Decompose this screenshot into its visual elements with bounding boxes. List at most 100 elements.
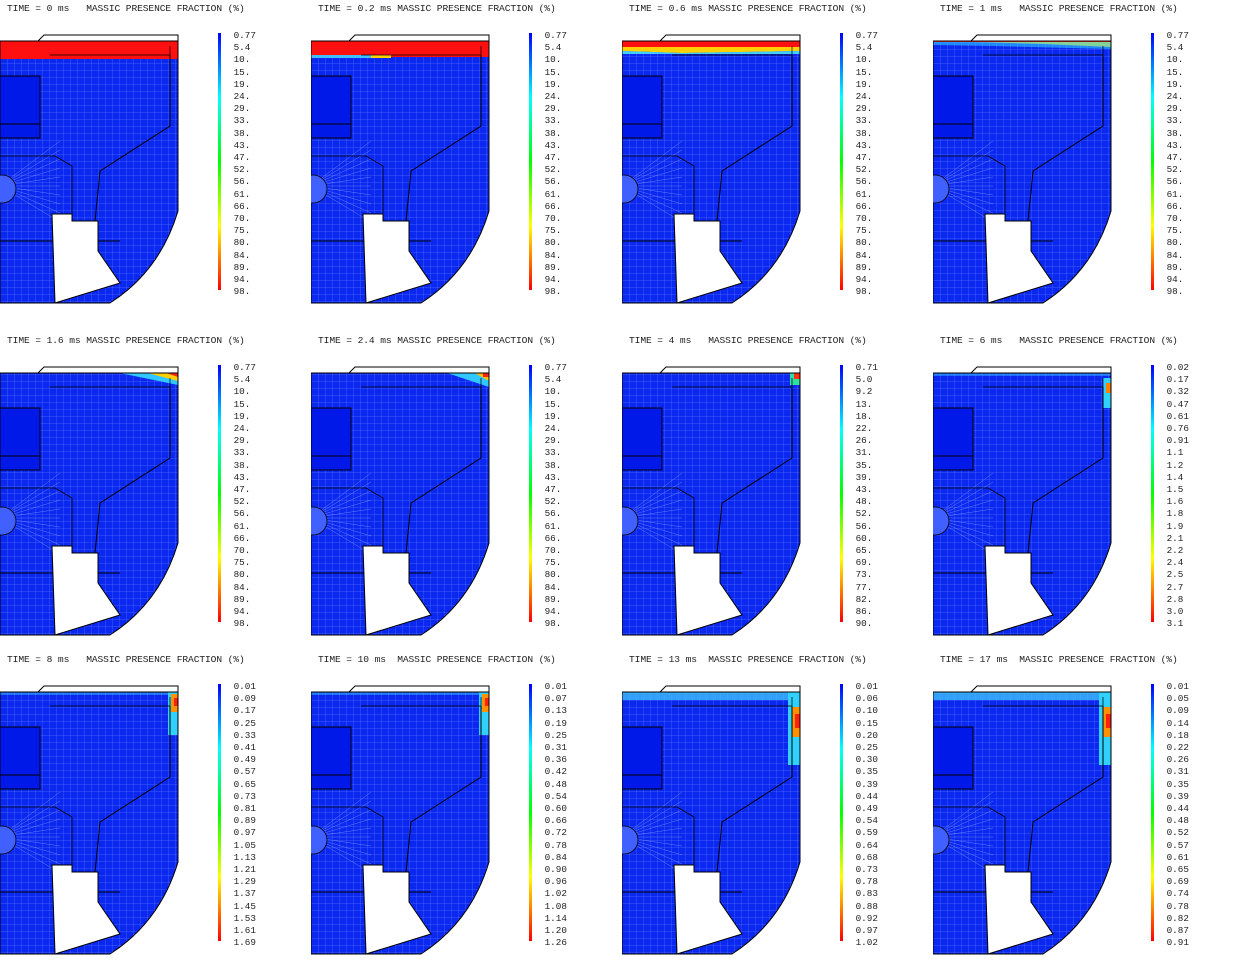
colorbar-tick-label: 89. (850, 261, 873, 273)
colorbar-tick-label: 52. (539, 496, 562, 508)
colorbar-tick-label: 5.4 (850, 42, 873, 54)
colorbar-tick-label: 75. (228, 225, 251, 237)
colorbar-tick-label: 1.08 (539, 900, 567, 912)
colorbar-tick-label: 80. (228, 569, 251, 581)
colorbar-tick-label: 24. (228, 91, 251, 102)
colorbar-tick-label: 0.07 (539, 693, 567, 705)
colorbar-tick-label: 0.76 (1161, 423, 1189, 434)
colorbar-tick-label: 0.78 (1161, 900, 1189, 912)
colorbar-tick-label: 61. (850, 188, 873, 200)
colorbar-tick-label: 0.71 (850, 362, 878, 373)
colorbar (529, 33, 532, 290)
colorbar-tick-label: 52. (228, 164, 251, 176)
panel-title: TIME = 1 ms MASSIC PRESENCE FRACTION (%) (940, 3, 1178, 14)
quantity-label: MASSIC PRESENCE FRACTION (%) (391, 654, 556, 665)
colorbar-tick-label: 0.39 (850, 778, 878, 790)
colorbar-tick-label: 19. (228, 78, 251, 90)
colorbar-tick-label: 0.44 (1161, 803, 1189, 814)
colorbar-tick-label: 10. (539, 54, 562, 66)
colorbar-tick-label: 33. (539, 115, 562, 127)
colorbar-tick-label: 0.22 (1161, 742, 1189, 753)
simulation-field (622, 34, 801, 304)
colorbar-tick-label: 80. (539, 237, 562, 249)
colorbar-tick-label: 0.47 (1161, 398, 1189, 410)
colorbar-tick-label: 0.35 (1161, 778, 1189, 790)
quantity-label: MASSIC PRESENCE FRACTION (%) (391, 3, 556, 14)
colorbar-tick-label: 0.10 (850, 705, 878, 717)
colorbar-tick-label: 0.01 (539, 681, 567, 692)
colorbar-tick-label: 0.39 (1161, 790, 1189, 802)
colorbar-tick-label: 98. (228, 618, 251, 630)
colorbar-tick-label: 1.6 (1161, 496, 1184, 508)
colorbar-tick-label: 0.30 (850, 754, 878, 766)
colorbar-tick-label: 0.77 (539, 362, 567, 373)
panel-title: TIME = 0.6 ms MASSIC PRESENCE FRACTION (… (629, 3, 867, 14)
colorbar-tick-label: 89. (539, 261, 562, 273)
colorbar-tick-label: 56. (539, 176, 562, 188)
colorbar-tick-label: 15. (850, 66, 873, 78)
colorbar (840, 33, 843, 290)
colorbar-tick-label: 10. (228, 386, 251, 398)
colorbar-tick-label: 47. (850, 152, 873, 163)
colorbar-tick-label: 98. (539, 286, 562, 298)
colorbar-tick-label: 0.77 (228, 362, 256, 373)
colorbar-tick-label: 0.77 (228, 30, 256, 41)
contour-panel: TIME = 17 ms MASSIC PRESENCE FRACTION (%… (933, 654, 1238, 964)
time-label: TIME = 8 ms (7, 654, 81, 665)
quantity-label: MASSIC PRESENCE FRACTION (%) (1013, 3, 1178, 14)
time-label: TIME = 0.2 ms (318, 3, 392, 14)
panel-title: TIME = 4 ms MASSIC PRESENCE FRACTION (%) (629, 335, 867, 346)
colorbar-tick-label: 2.7 (1161, 581, 1184, 593)
colorbar-tick-label: 0.17 (228, 705, 256, 717)
colorbar-tick-label: 0.90 (539, 864, 567, 875)
colorbar-tick-label: 98. (850, 286, 873, 298)
colorbar-tick-label: 10. (539, 386, 562, 398)
colorbar-tick-label: 66. (228, 532, 251, 544)
time-label: TIME = 6 ms (940, 335, 1014, 346)
quantity-label: MASSIC PRESENCE FRACTION (%) (391, 335, 556, 346)
colorbar-tick-label: 94. (539, 606, 562, 617)
panel-title: TIME = 10 ms MASSIC PRESENCE FRACTION (%… (318, 654, 556, 665)
colorbar-tick-label: 0.73 (850, 864, 878, 875)
colorbar (1151, 684, 1154, 941)
colorbar-tick-label: 0.97 (228, 827, 256, 839)
contour-panel: TIME = 10 ms MASSIC PRESENCE FRACTION (%… (311, 654, 619, 964)
panel-title: TIME = 13 ms MASSIC PRESENCE FRACTION (%… (629, 654, 867, 665)
colorbar-tick-label: 0.78 (539, 839, 567, 851)
colorbar-tick-label: 0.13 (539, 705, 567, 717)
colorbar-tick-label: 1.61 (228, 925, 256, 936)
colorbar-tick-label: 2.4 (1161, 557, 1184, 569)
colorbar-tick-label: 38. (539, 459, 562, 471)
colorbar-tick-label: 1.37 (228, 888, 256, 900)
colorbar-tick-label: 38. (228, 459, 251, 471)
colorbar-tick-label: 0.52 (1161, 827, 1189, 839)
colorbar-tick-label: 1.45 (228, 900, 256, 912)
time-label: TIME = 2.4 ms (318, 335, 392, 346)
colorbar-tick-label: 0.01 (1161, 681, 1189, 692)
colorbar-tick-label: 0.54 (850, 815, 878, 827)
colorbar-tick-label: 0.09 (228, 693, 256, 705)
colorbar-tick-label: 10. (850, 54, 873, 66)
colorbar-tick-label: 94. (539, 274, 562, 285)
colorbar-tick-label: 43. (539, 139, 562, 151)
colorbar-tick-label: 1.29 (228, 876, 256, 888)
colorbar-tick-label: 0.72 (539, 827, 567, 839)
colorbar-tick-label: 56. (1161, 176, 1184, 188)
colorbar (218, 365, 221, 622)
colorbar-tick-label: 0.77 (1161, 30, 1189, 41)
colorbar-tick-label: 33. (228, 115, 251, 127)
colorbar-tick-label: 89. (539, 593, 562, 605)
colorbar-tick-label: 5.4 (539, 42, 562, 54)
colorbar-tick-label: 5.4 (228, 374, 251, 386)
simulation-field (622, 685, 801, 955)
panel-title: TIME = 2.4 ms MASSIC PRESENCE FRACTION (… (318, 335, 556, 346)
colorbar-tick-label: 0.05 (1161, 693, 1189, 705)
colorbar-tick-label: 43. (850, 139, 873, 151)
time-label: TIME = 17 ms (940, 654, 1014, 665)
colorbar-tick-label: 80. (539, 569, 562, 581)
colorbar-tick-label: 52. (850, 508, 873, 520)
colorbar-tick-label: 10. (228, 54, 251, 66)
colorbar-tick-label: 33. (539, 447, 562, 459)
colorbar-tick-label: 1.53 (228, 912, 256, 924)
colorbar-tick-label: 70. (1161, 213, 1184, 224)
